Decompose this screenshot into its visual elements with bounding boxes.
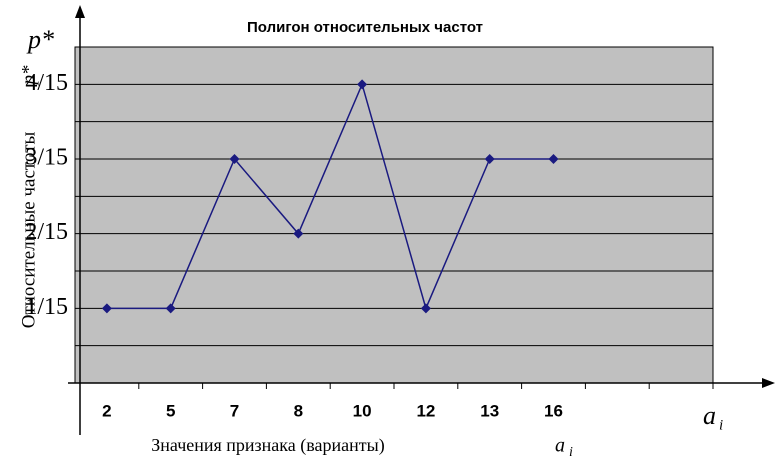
data-point <box>357 79 368 90</box>
x-tick-label: 10 <box>353 401 372 420</box>
y-symbol-top: p* <box>26 25 54 54</box>
x-axis-symbol: a <box>555 435 565 457</box>
data-point <box>165 303 176 314</box>
x-tick-label: 16 <box>544 401 563 420</box>
y-tick-label: 2/15 <box>25 219 68 245</box>
data-point <box>548 154 559 164</box>
y-tick-label: 4/15 <box>25 70 68 96</box>
x-tick-label: 7 <box>230 401 239 420</box>
data-point <box>101 303 112 314</box>
y-axis-symbol: p* <box>18 65 39 87</box>
x-axis-end-symbol-sub: i <box>719 417 723 433</box>
y-axis-label: Относительные частоты <box>18 131 39 328</box>
x-tick-label: 12 <box>416 401 435 420</box>
x-axis-end-symbol: a <box>703 401 716 430</box>
y-tick-label: 3/15 <box>25 145 68 171</box>
data-point <box>229 154 240 164</box>
x-axis-arrow <box>762 378 775 388</box>
x-axis-label: Значения признака (варианты) <box>151 435 384 456</box>
y-tick-label: 1/15 <box>25 294 68 320</box>
x-tick-label: 8 <box>294 401 303 420</box>
plot-area <box>74 46 714 384</box>
x-tick-label: 13 <box>480 401 499 420</box>
x-tick-label: 5 <box>166 401 175 420</box>
y-axis-arrow <box>75 5 85 18</box>
data-point <box>484 154 495 164</box>
x-axis-symbol-sub: i <box>569 445 573 460</box>
series-line <box>106 82 554 311</box>
x-tick-label: 2 <box>102 401 111 420</box>
chart-title: Полигон относительных частот <box>247 19 483 36</box>
data-point <box>420 303 431 314</box>
data-point <box>293 228 304 239</box>
